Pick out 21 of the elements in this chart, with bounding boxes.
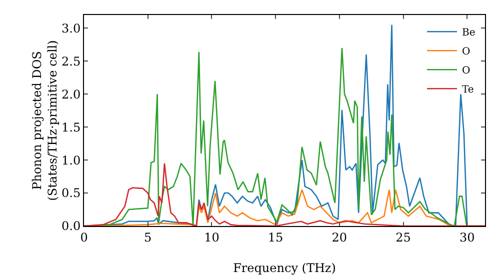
y-tick-label: 2.0 (62, 87, 81, 102)
x-tick-label: 5 (144, 230, 152, 244)
x-tick-label: 0 (80, 230, 88, 244)
y-tick-label: 0.5 (62, 186, 81, 200)
legend-label: Be (462, 28, 476, 39)
y-axis-title: Phonon projected DOS (States/THz·primitive cell) (30, 40, 60, 201)
y-tick-label: 0.0 (62, 219, 81, 234)
x-tick-label: 25 (396, 230, 411, 244)
legend-label: O (462, 66, 470, 77)
y-tick-label: 1.5 (62, 120, 81, 134)
x-tick-label: 20 (332, 230, 348, 244)
x-axis-title: Frequency (THz) (233, 261, 336, 275)
y-tick-label: 2.5 (62, 54, 81, 68)
x-tick-label: 15 (268, 230, 284, 244)
x-tick-label: 30 (459, 230, 475, 244)
y-tick-label: 1.0 (62, 153, 81, 168)
legend-label: Te (462, 84, 474, 96)
line-series (84, 162, 485, 226)
y-tick-label: 3.0 (62, 21, 81, 36)
x-tick-label: 10 (204, 230, 220, 244)
legend-label: O (462, 46, 470, 58)
